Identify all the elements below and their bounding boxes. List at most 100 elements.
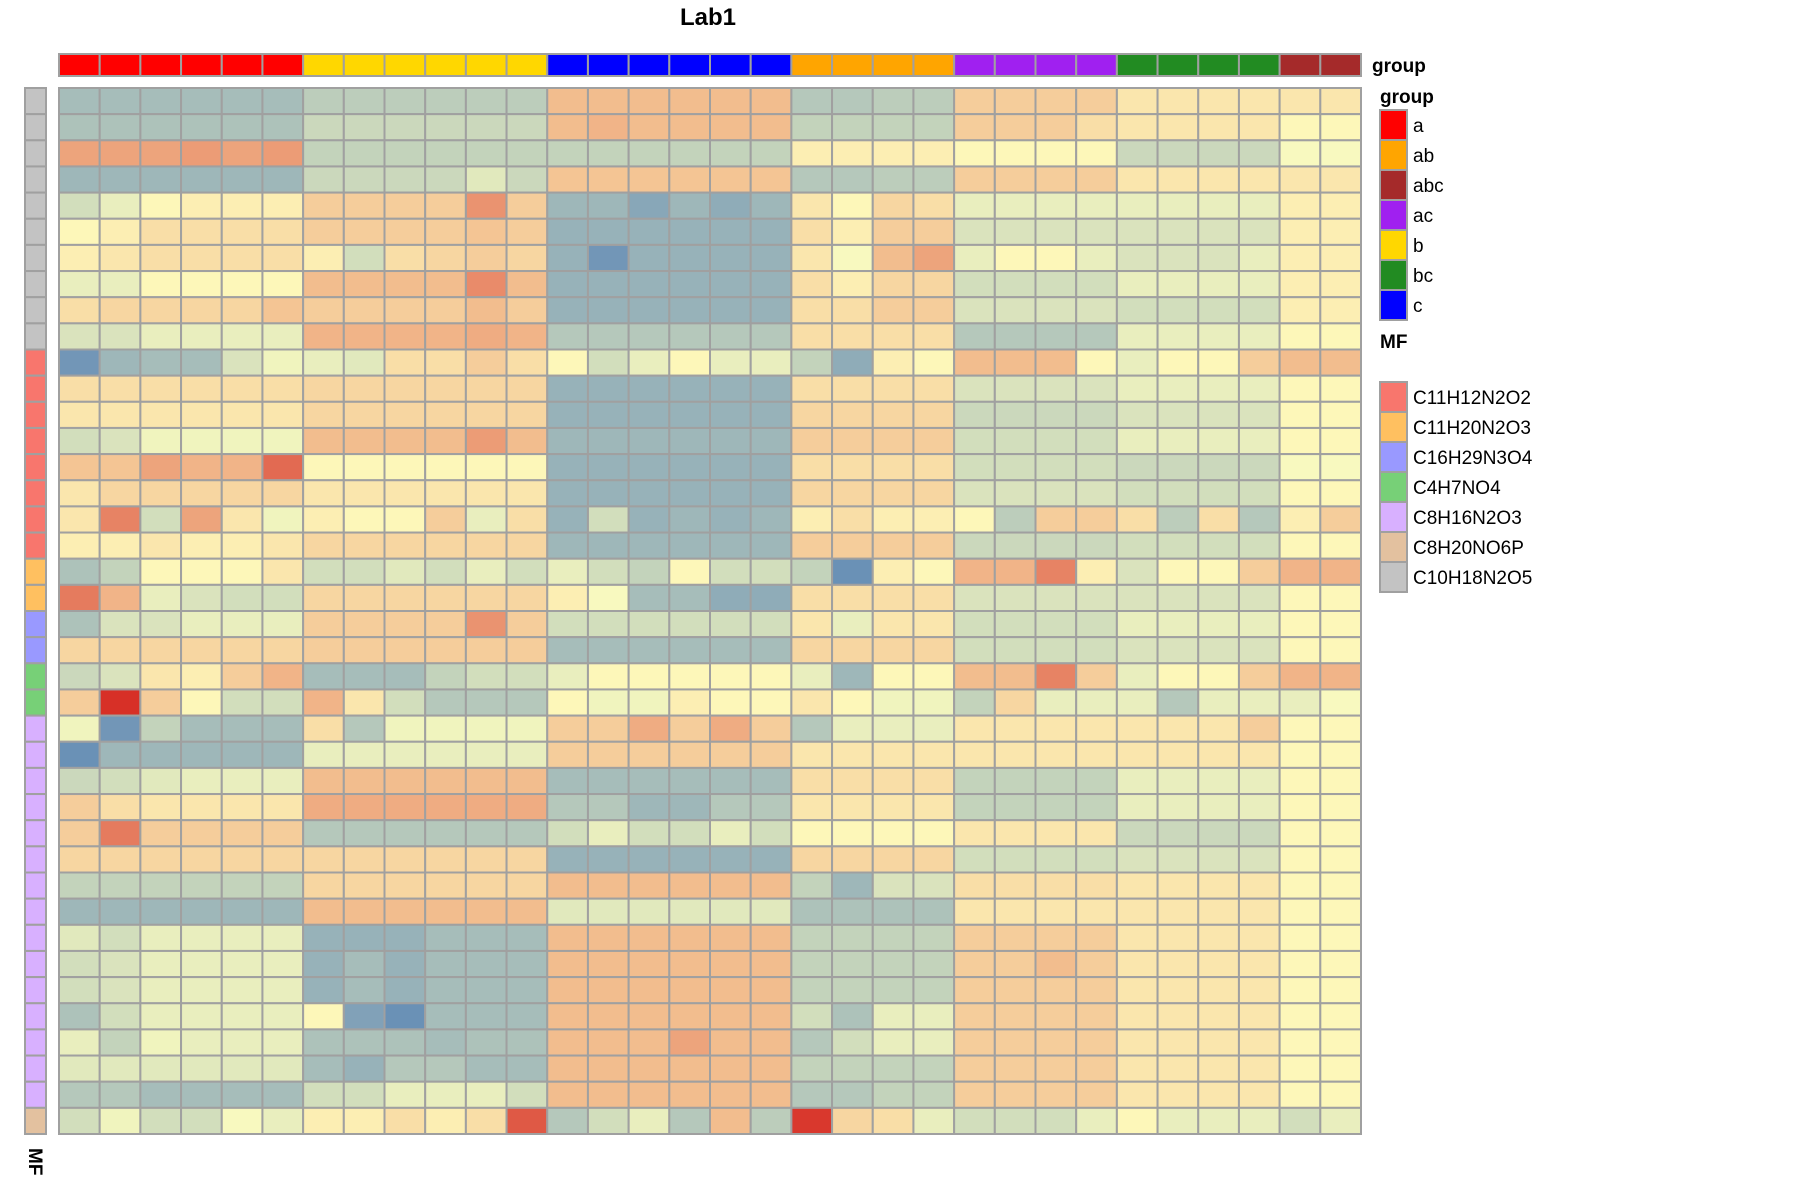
- heatmap-cell: [953, 662, 996, 691]
- heatmap-cell: [180, 583, 223, 612]
- heatmap-cell: [342, 845, 386, 874]
- heatmap-cell: [58, 949, 101, 979]
- heatmap-cell: [993, 243, 1037, 273]
- heatmap-cell: [953, 740, 996, 769]
- heatmap-cell: [993, 139, 1037, 168]
- heatmap-cell: [424, 165, 467, 194]
- heatmap-cell: [993, 845, 1037, 874]
- heatmap-cell: [1237, 453, 1281, 482]
- row-annotation-cell: [24, 1080, 47, 1109]
- heatmap-cell: [871, 1106, 915, 1135]
- heatmap-cell: [1319, 191, 1363, 220]
- column-annotation-cell: [871, 53, 915, 77]
- heatmap-cell: [139, 453, 183, 482]
- heatmap-cell: [139, 113, 183, 142]
- heatmap-cell: [180, 819, 223, 848]
- heatmap-cell: [668, 191, 711, 220]
- heatmap-cell: [58, 871, 101, 900]
- legend-label: C16H29N3O4: [1413, 448, 1533, 469]
- heatmap-cell: [220, 1080, 264, 1109]
- heatmap-cell: [1115, 949, 1159, 979]
- row-annotation-cell: [24, 766, 47, 796]
- heatmap-cell: [668, 505, 711, 534]
- heatmap-cell: [912, 531, 956, 560]
- heatmap-cell: [912, 923, 956, 952]
- heatmap-cell: [1075, 688, 1118, 717]
- heatmap-cell: [831, 453, 874, 482]
- row-annotation-cell: [24, 662, 47, 691]
- row-annotation-cell: [24, 949, 47, 979]
- heatmap-cell: [302, 1028, 345, 1057]
- heatmap-cell: [1319, 296, 1363, 325]
- heatmap-cell: [953, 400, 996, 429]
- heatmap-cell: [546, 688, 589, 717]
- heatmap-cell: [749, 740, 793, 769]
- heatmap-cell: [1319, 479, 1363, 508]
- heatmap-cell: [424, 531, 467, 560]
- heatmap-cell: [1237, 191, 1281, 220]
- heatmap-cell: [1034, 348, 1078, 377]
- heatmap-cell: [790, 1028, 834, 1057]
- heatmap-cell: [871, 322, 915, 351]
- heatmap-cell: [831, 322, 874, 351]
- heatmap-cell: [831, 243, 874, 273]
- heatmap-cell: [220, 610, 264, 639]
- heatmap-cell: [1115, 793, 1159, 822]
- heatmap-cell: [180, 165, 223, 194]
- heatmap-cell: [627, 557, 671, 586]
- heatmap-cell: [1237, 1054, 1281, 1083]
- heatmap-cell: [1156, 976, 1200, 1005]
- heatmap-cell: [586, 662, 630, 691]
- column-annotation-cell: [546, 53, 589, 77]
- heatmap-cell: [993, 87, 1037, 116]
- heatmap-cell: [668, 374, 711, 403]
- heatmap-cell: [871, 1054, 915, 1083]
- heatmap-cell: [424, 322, 467, 351]
- heatmap-cell: [261, 113, 305, 142]
- heatmap-cell: [464, 714, 508, 743]
- heatmap-cell: [261, 1054, 305, 1083]
- heatmap-cell: [993, 557, 1037, 586]
- heatmap-cell: [505, 845, 549, 874]
- heatmap-cell: [1075, 766, 1118, 796]
- heatmap-cell: [1034, 871, 1078, 900]
- heatmap-cell: [1115, 87, 1159, 116]
- heatmap-cell: [1237, 1106, 1281, 1135]
- heatmap-cell: [1278, 766, 1322, 796]
- heatmap-cell: [464, 531, 508, 560]
- heatmap-cell: [546, 426, 589, 456]
- heatmap-cell: [1034, 87, 1078, 116]
- heatmap-cell: [1075, 583, 1118, 612]
- heatmap-cell: [302, 583, 345, 612]
- legend-swatch: [1379, 411, 1408, 443]
- legend-label: a: [1413, 116, 1424, 137]
- heatmap-cell: [627, 1080, 671, 1109]
- heatmap-cell: [912, 897, 956, 926]
- heatmap-cell: [383, 296, 427, 325]
- heatmap-cell: [139, 662, 183, 691]
- heatmap-cell: [871, 1028, 915, 1057]
- heatmap-cell: [424, 976, 467, 1005]
- heatmap-cell: [627, 819, 671, 848]
- heatmap-cell: [1197, 923, 1240, 952]
- heatmap-cell: [1075, 1002, 1118, 1031]
- heatmap-cell: [342, 636, 386, 665]
- heatmap-cell: [790, 557, 834, 586]
- heatmap-cell: [424, 479, 467, 508]
- heatmap-cell: [464, 505, 508, 534]
- heatmap-cell: [383, 583, 427, 612]
- heatmap-cell: [546, 139, 589, 168]
- heatmap-cell: [505, 531, 549, 560]
- heatmap-cell: [993, 453, 1037, 482]
- legend-swatch: [1379, 259, 1408, 291]
- heatmap-cell: [1034, 113, 1078, 142]
- heatmap-cell: [1319, 949, 1363, 979]
- heatmap-cell: [993, 871, 1037, 900]
- heatmap-cell: [1319, 217, 1363, 246]
- heatmap-cell: [58, 766, 101, 796]
- heatmap-cell: [749, 923, 793, 952]
- heatmap-cell: [546, 1002, 589, 1031]
- heatmap-cell: [1278, 1106, 1322, 1135]
- heatmap-cell: [98, 1080, 142, 1109]
